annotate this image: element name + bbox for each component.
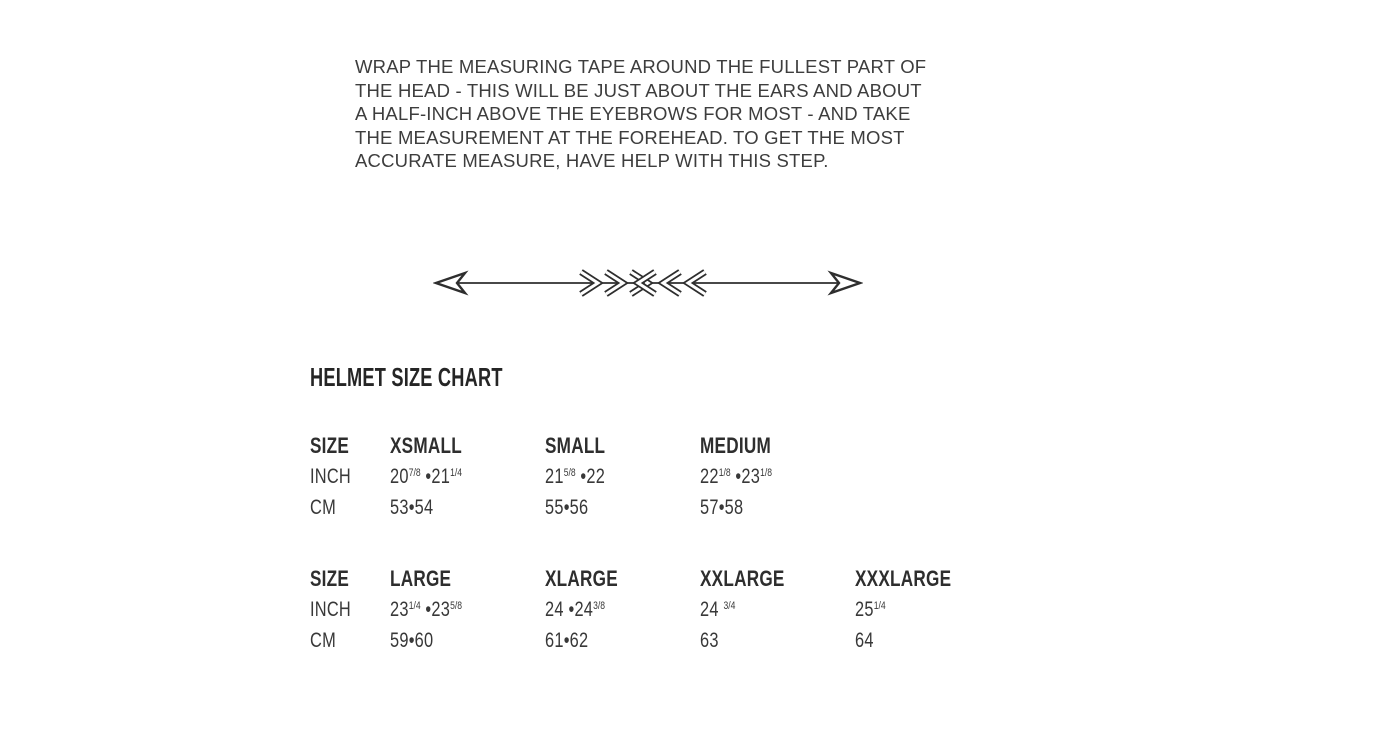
size-column-header: XSMALL	[390, 433, 462, 458]
size-value: 221/8 •231/8	[700, 465, 773, 488]
size-value: 215/8 •22	[545, 465, 606, 488]
unit-row-label-cm: CM	[310, 629, 336, 652]
size-value: 24 •243/8	[545, 598, 606, 621]
size-row-header: SIZE	[310, 566, 350, 591]
helmet-size-table-large-sizes: SIZE LARGE XLARGE XXLARGE XXXLARGE INCH 231/4 …	[310, 563, 1010, 656]
unit-row-label-inch: INCH	[310, 465, 351, 488]
unit-row-label-inch: INCH	[310, 598, 351, 621]
unit-row-label-cm: CM	[310, 496, 336, 519]
size-value: 63	[700, 629, 719, 652]
arrow-divider	[432, 267, 864, 299]
size-column-header: XXXLARGE	[855, 566, 952, 591]
size-column-header: XLARGE	[545, 566, 618, 591]
size-row-header: SIZE	[310, 433, 350, 458]
size-value: 231/4 •235/8	[390, 598, 463, 621]
size-value: 24 3/4	[700, 598, 736, 621]
size-value: 251/4	[855, 598, 886, 621]
size-value: 59•60	[390, 629, 434, 652]
helmet-size-table-small-sizes: SIZE XSMALL SMALL MEDIUM INCH 207/8 •211/4 215…	[310, 430, 855, 523]
size-column-header: SMALL	[545, 433, 606, 458]
arrow-divider-icon	[432, 269, 864, 297]
size-value: 53•54	[390, 496, 434, 519]
size-value: 57•58	[700, 496, 744, 519]
size-value: 64	[855, 629, 874, 652]
size-column-header: LARGE	[390, 566, 452, 591]
size-value: 207/8 •211/4	[390, 465, 463, 488]
size-chart-title: HELMET SIZE CHART	[310, 362, 585, 393]
size-column-header: MEDIUM	[700, 433, 771, 458]
size-value: 55•56	[545, 496, 589, 519]
size-value: 61•62	[545, 629, 589, 652]
size-chart-title-text: HELMET SIZE CHART	[310, 362, 503, 392]
measuring-instructions-text: WRAP THE MEASURING TAPE AROUND THE FULLE…	[355, 56, 927, 172]
size-column-header: XXLARGE	[700, 566, 785, 591]
